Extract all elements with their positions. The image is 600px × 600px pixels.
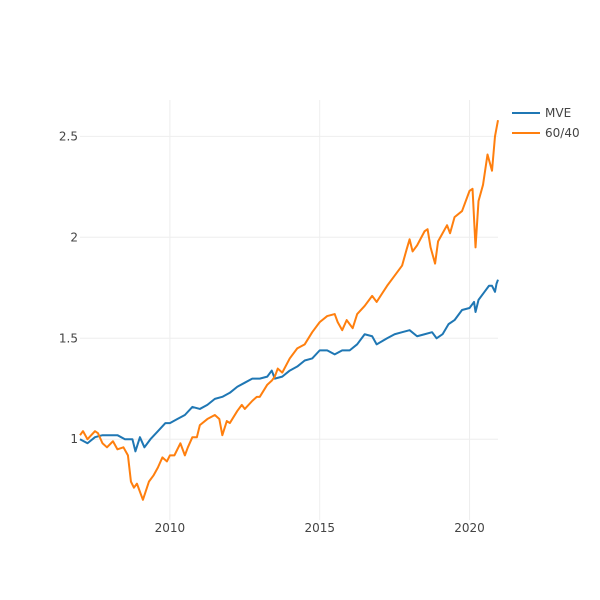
y-tick-label: 1.5 <box>59 331 78 345</box>
x-tick-label: 2015 <box>304 521 335 535</box>
y-tick-label: 2.5 <box>59 129 78 143</box>
legend-item[interactable]: 60/40 <box>512 126 580 140</box>
x-tick-label: 2020 <box>454 521 485 535</box>
legend[interactable]: MVE 60/40 <box>512 106 580 140</box>
series-lines <box>79 120 499 501</box>
axis-ticks: 2010 2015 2020 1 1.5 2 2.5 <box>59 129 485 535</box>
series-line-mve[interactable] <box>79 279 499 453</box>
legend-label: 60/40 <box>545 126 580 140</box>
y-tick-label: 1 <box>70 432 78 446</box>
legend-item[interactable]: MVE <box>512 106 571 120</box>
grid <box>80 100 498 520</box>
x-tick-label: 2010 <box>155 521 186 535</box>
series-line-60-40[interactable] <box>79 120 499 501</box>
legend-label: MVE <box>545 106 571 120</box>
y-tick-label: 2 <box>70 230 78 244</box>
